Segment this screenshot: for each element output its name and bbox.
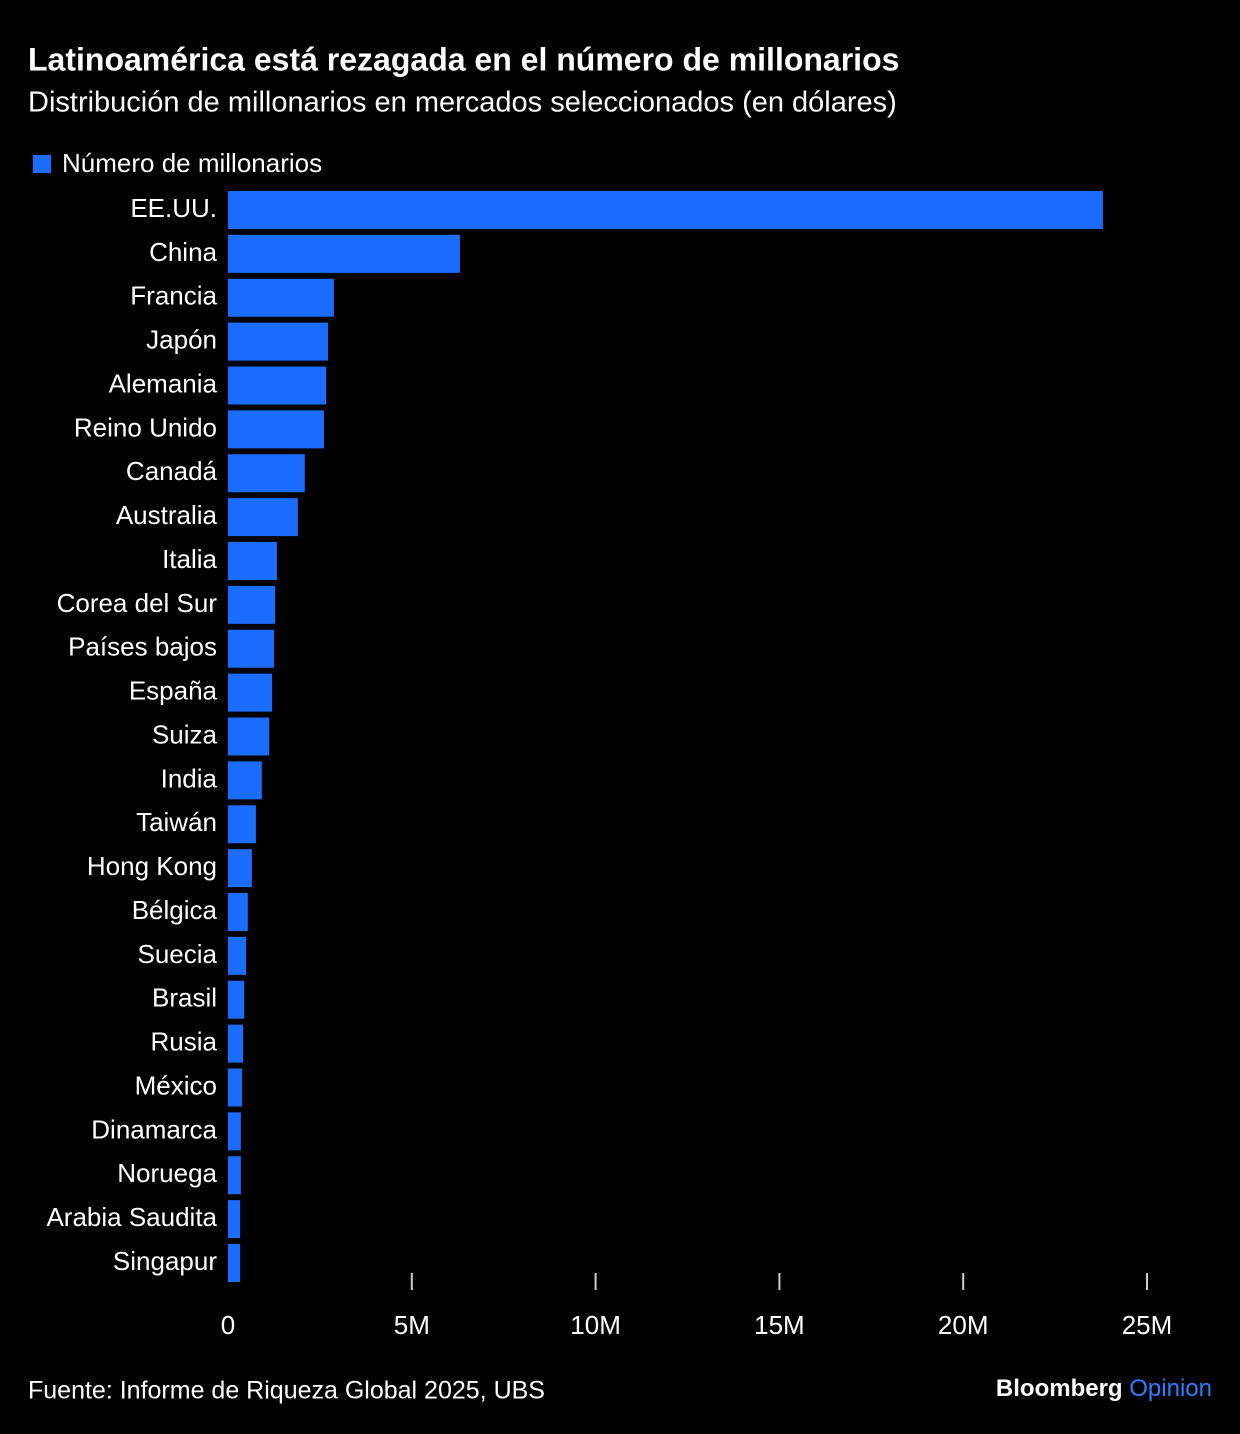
chart-subtitle: Distribución de millonarios en mercados … — [28, 87, 897, 119]
y-tick-label: Rusia — [151, 1027, 218, 1057]
y-tick-label: Canadá — [126, 456, 218, 486]
x-tick-label: 10M — [570, 1310, 621, 1340]
y-tick-label: Dinamarca — [91, 1114, 217, 1144]
bar — [228, 585, 276, 624]
y-tick-label: España — [129, 676, 218, 706]
y-tick-label: Reino Unido — [74, 412, 217, 442]
chart-title: Latinoamérica está rezagada en el número… — [28, 41, 899, 77]
bar — [228, 542, 277, 580]
bar — [228, 980, 245, 1019]
y-tick-label: EE.UU. — [130, 193, 217, 223]
y-tick-label: Australia — [116, 500, 218, 530]
x-tick-label: 15M — [754, 1310, 805, 1340]
bar — [228, 1244, 241, 1282]
y-tick-label: Países bajos — [68, 632, 217, 662]
y-tick-label: Suiza — [152, 719, 218, 749]
bar — [228, 849, 252, 888]
bar — [228, 1024, 244, 1063]
bar — [228, 805, 256, 844]
y-tick-label: Arabia Saudita — [46, 1202, 217, 1232]
bar — [228, 761, 262, 800]
y-tick-label: Francia — [130, 281, 217, 311]
x-tick-label: 20M — [938, 1310, 989, 1340]
bar — [228, 629, 274, 668]
y-tick-label: Singapur — [113, 1246, 217, 1276]
legend-label: Número de millonarios — [62, 148, 322, 178]
y-tick-label: México — [135, 1070, 217, 1100]
bar — [228, 498, 298, 537]
legend-swatch — [33, 155, 51, 173]
bar — [228, 410, 324, 449]
bar — [228, 936, 247, 975]
bar — [228, 893, 248, 931]
source: Fuente: Informe de Riqueza Global 2025, … — [28, 1377, 545, 1405]
brand-suffix: Opinion — [1129, 1375, 1212, 1402]
x-tick-label: 0 — [221, 1310, 235, 1340]
brand: Bloomberg Opinion — [996, 1375, 1212, 1402]
brand-name: Bloomberg — [996, 1375, 1123, 1402]
y-tick-label: Alemania — [109, 368, 218, 398]
bar — [228, 454, 305, 493]
x-tick-label: 5M — [394, 1310, 430, 1340]
x-tick-label: 25M — [1122, 1310, 1173, 1340]
y-tick-label: Noruega — [117, 1158, 217, 1188]
y-tick-label: Corea del Sur — [57, 588, 218, 618]
bar — [228, 1200, 241, 1239]
bar — [228, 1068, 242, 1107]
y-tick-label: Hong Kong — [87, 851, 217, 881]
y-tick-label: India — [161, 763, 218, 793]
bar — [228, 1156, 241, 1195]
bar — [228, 191, 1103, 229]
y-tick-label: China — [149, 237, 217, 267]
y-tick-label: Brasil — [152, 983, 217, 1013]
bar — [228, 366, 327, 405]
y-tick-label: Italia — [162, 544, 217, 574]
bar — [228, 234, 460, 273]
bar — [228, 673, 273, 712]
y-tick-label: Japón — [146, 325, 217, 355]
y-tick-label: Bélgica — [132, 895, 218, 925]
bar — [228, 278, 334, 317]
bar — [228, 322, 328, 361]
y-tick-label: Taiwán — [136, 807, 217, 837]
bar — [228, 1112, 241, 1151]
y-tick-label: Suecia — [138, 939, 218, 969]
bar — [228, 717, 270, 756]
